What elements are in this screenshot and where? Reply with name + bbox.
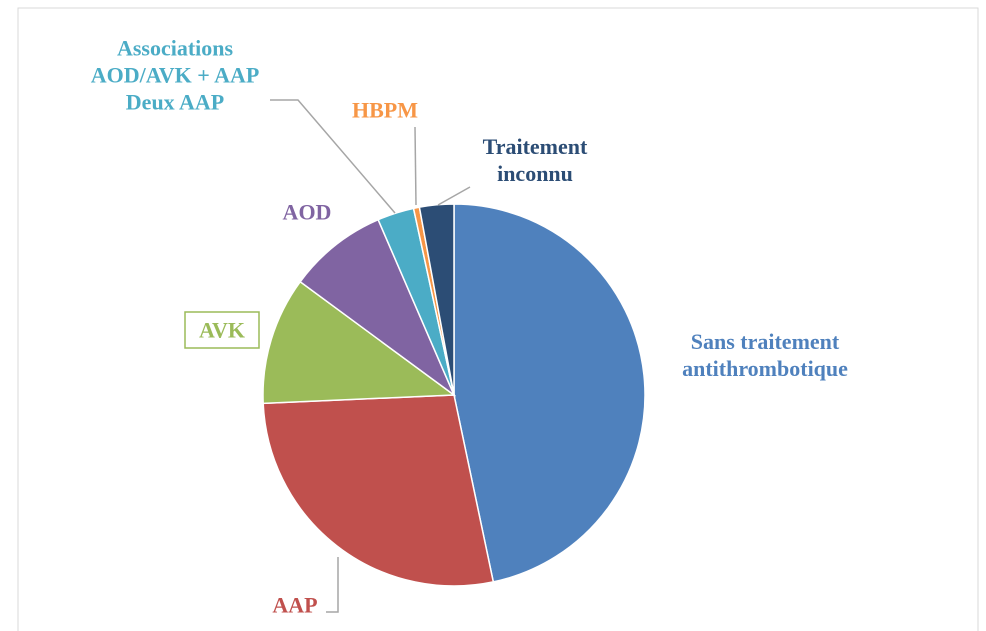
- pie-slice: [262, 280, 457, 405]
- slice-label: Associations AOD/AVK + AAP Deux AAP: [90, 35, 260, 115]
- pie-slice: [453, 203, 646, 583]
- pie: [262, 203, 646, 587]
- slice-label: Traitement inconnu: [482, 134, 588, 186]
- pie-slice: [299, 218, 456, 398]
- leader-line: [414, 126, 417, 206]
- slice-label: AVK: [198, 317, 246, 343]
- slice-label: AAP: [272, 592, 318, 618]
- slice-label: AOD: [282, 199, 332, 225]
- pie-slice: [262, 394, 495, 587]
- pie-slice: [418, 203, 455, 396]
- slice-label: HBPM: [352, 97, 418, 123]
- label-box: [184, 311, 260, 349]
- leader-lines: [270, 99, 471, 613]
- leader-line: [437, 186, 471, 206]
- chart-border: [17, 7, 979, 631]
- leader-line: [270, 99, 396, 214]
- slice-label: Sans traitement antithrombotique: [682, 329, 848, 381]
- leader-line: [326, 557, 339, 613]
